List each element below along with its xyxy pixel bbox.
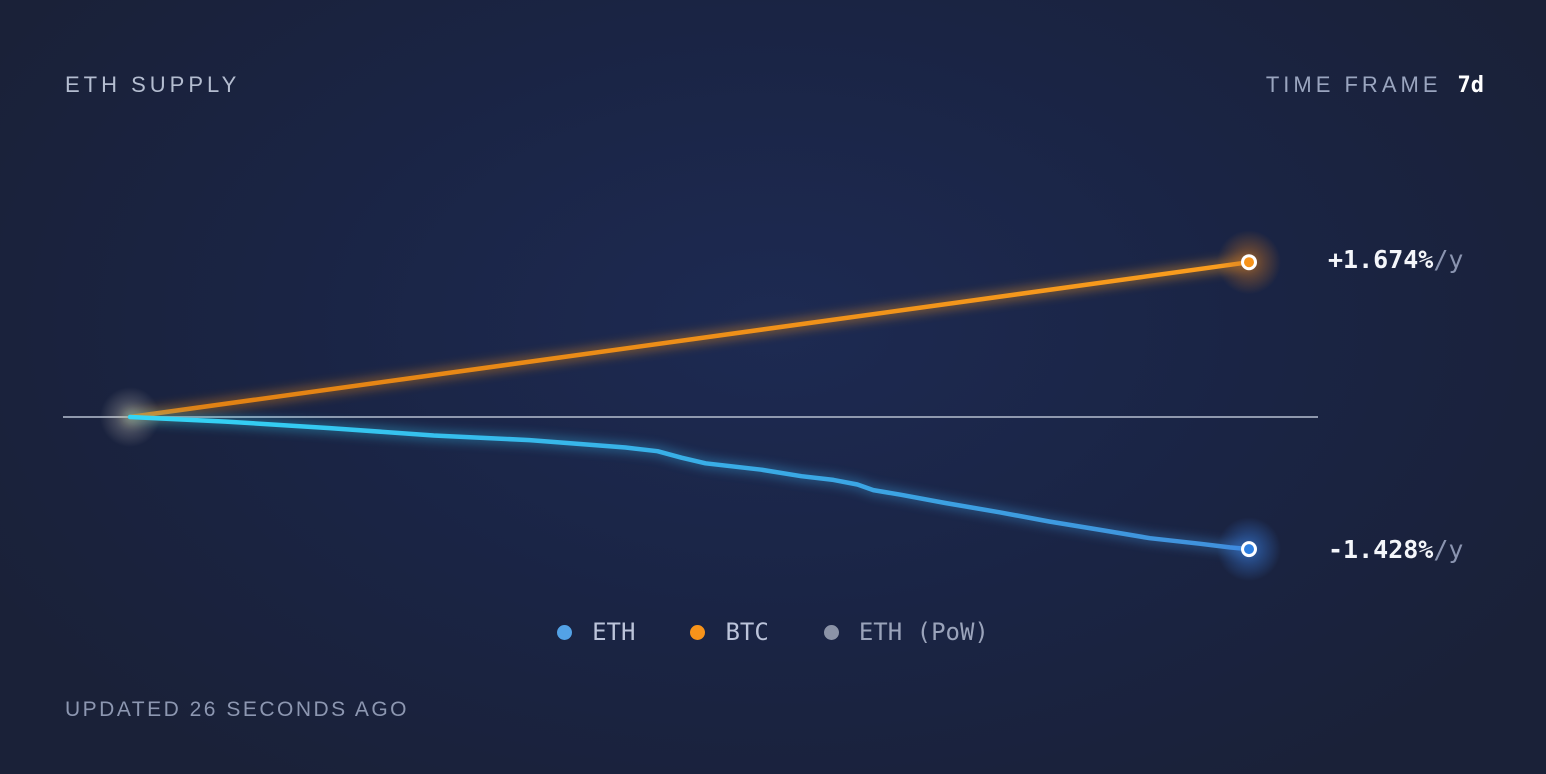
legend-label-eth-pow: ETH (PoW) [858, 618, 989, 646]
eth-pow-legend-dot-icon [823, 624, 839, 640]
legend-label-btc: BTC [725, 618, 769, 646]
timeframe-value[interactable]: 7d [1457, 73, 1485, 98]
btc-endpoint-marker [1217, 230, 1281, 295]
btc-rate-value: +1.674% [1328, 245, 1434, 274]
eth-growth-rate-label: -1.428%/y [1328, 534, 1463, 566]
btc-legend-dot-icon [690, 624, 706, 640]
per-year-suffix: /y [1433, 245, 1464, 274]
legend-item-eth-pow[interactable]: ETH (PoW) [823, 618, 989, 646]
legend-label-eth: ETH [592, 618, 636, 646]
legend-item-eth[interactable]: ETH [557, 618, 635, 646]
eth-endpoint-marker [1217, 517, 1281, 582]
chart-legend: ETH BTC ETH (PoW) [0, 615, 1546, 649]
eth-legend-dot-icon [557, 624, 573, 640]
btc-line [127, 259, 1252, 420]
per-year-suffix: /y [1433, 535, 1464, 564]
legend-item-btc[interactable]: BTC [690, 618, 769, 646]
page-title: ETH SUPPLY [65, 72, 241, 97]
btc-growth-rate-label: +1.674%/y [1328, 244, 1463, 276]
timeframe-selector[interactable]: TIME FRAME 7d [1266, 72, 1484, 98]
last-updated-text: UPDATED 26 SECONDS AGO [65, 698, 410, 721]
eth-line [127, 414, 1252, 552]
timeframe-label: TIME FRAME [1265, 72, 1442, 97]
eth-rate-value: -1.428% [1328, 535, 1434, 564]
eth-line-glow [124, 411, 1255, 555]
